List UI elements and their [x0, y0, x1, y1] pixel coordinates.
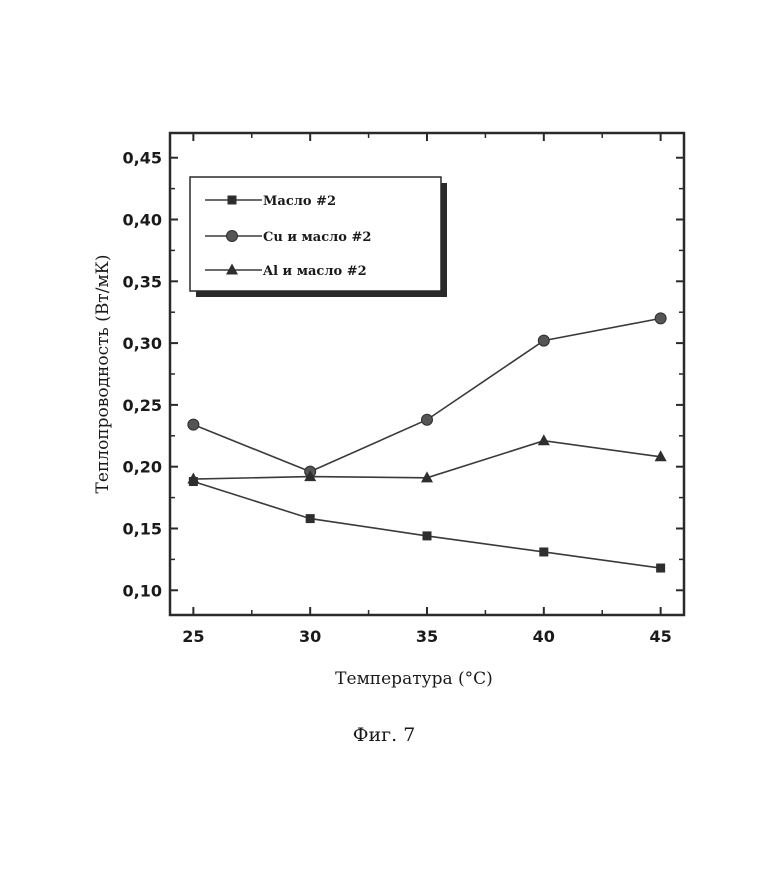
series-2 [188, 313, 666, 477]
data-point [656, 564, 665, 573]
y-axis-title: Теплопроводность (Вт/мК) [93, 255, 113, 494]
data-point [655, 313, 666, 324]
data-point [538, 335, 549, 346]
legend-label: Cu и масло #2 [263, 230, 371, 245]
legend-label: Масло #2 [263, 194, 336, 209]
y-tick-label: 0,40 [123, 211, 162, 230]
x-tick-label: 40 [533, 627, 555, 646]
data-point [306, 514, 315, 523]
y-tick-label: 0,25 [123, 396, 162, 415]
figure-caption: Фиг. 7 [353, 724, 416, 746]
x-tick-label: 35 [416, 627, 438, 646]
data-point [188, 419, 199, 430]
series-3 [187, 434, 666, 483]
y-tick-label: 0,20 [123, 458, 162, 477]
data-point [538, 434, 550, 445]
legend-label: Al и масло #2 [262, 264, 367, 279]
series-line [193, 482, 660, 569]
y-tick-label: 0,15 [123, 519, 162, 538]
legend: Масло #2 Cu и масло #2 Al и масло #2 [190, 177, 447, 297]
series-line [193, 318, 660, 471]
y-tick-label: 0,30 [123, 334, 162, 353]
data-point [423, 531, 432, 540]
series-1 [189, 477, 665, 573]
y-tick-label: 0,10 [123, 581, 162, 600]
data-point [422, 414, 433, 425]
x-axis-title: Температура (°C) [335, 669, 493, 689]
x-tick-label: 30 [299, 627, 321, 646]
legend-marker [227, 231, 238, 242]
y-tick-label: 0,35 [123, 272, 162, 291]
legend-marker [228, 196, 237, 205]
series-layer [187, 313, 666, 573]
x-tick-label: 25 [182, 627, 204, 646]
data-point [539, 547, 548, 556]
x-tick-label: 45 [650, 627, 672, 646]
y-tick-label: 0,45 [123, 149, 162, 168]
